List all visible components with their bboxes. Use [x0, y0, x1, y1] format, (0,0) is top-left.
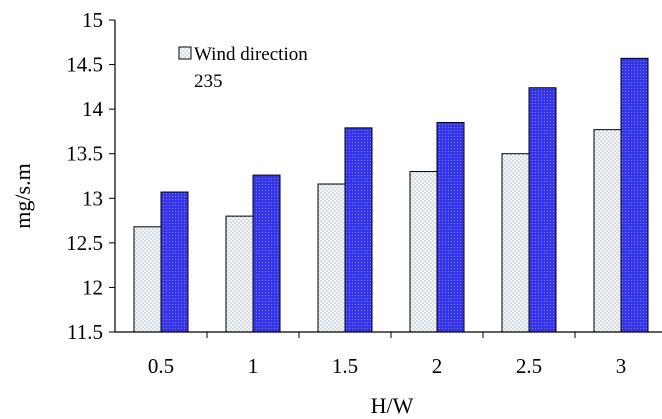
x-tick-label: 1	[248, 354, 259, 378]
x-ticks: 0.5 1 1.5 2 2.5 3	[148, 332, 627, 378]
y-tick-label: 12	[82, 275, 103, 299]
legend-label-line2: 235	[194, 71, 223, 92]
y-axis-label: mg/s.m	[10, 163, 35, 228]
bar-series1-2	[409, 171, 438, 333]
x-axis-label: H/W	[371, 393, 414, 418]
y-tick-label: 13	[82, 186, 103, 210]
legend-label: Wind direction	[194, 44, 308, 65]
y-tick-label: 12.5	[66, 231, 103, 255]
bar-series1-1.5	[317, 183, 346, 333]
x-tick-label: 2	[432, 354, 443, 378]
bar-series2-2.5	[528, 87, 557, 333]
x-tick-label: 2.5	[516, 354, 542, 378]
y-ticks: 11.5 12 12.5 13 13.5 14 14.5 15	[66, 8, 115, 344]
bar-series2-0.5	[160, 191, 189, 333]
y-tick-label: 15	[82, 8, 103, 32]
y-tick-label: 14	[82, 97, 104, 121]
legend-swatch	[178, 46, 192, 60]
bar-series1-2.5	[501, 153, 530, 333]
bar-series2-1	[252, 174, 281, 333]
y-axis-title: mg/s.m	[10, 163, 35, 228]
bar-series1-1	[225, 215, 254, 333]
x-tick-label: 0.5	[148, 354, 174, 378]
bars	[133, 57, 649, 333]
x-tick-label: 1.5	[332, 354, 358, 378]
y-tick-label: 11.5	[67, 320, 103, 344]
y-tick-label: 13.5	[66, 142, 103, 166]
y-tick-label: 14.5	[66, 53, 103, 77]
x-tick-label: 3	[616, 354, 627, 378]
bar-series1-0.5	[133, 226, 162, 333]
bar-series1-3	[593, 129, 622, 333]
bar-series2-2	[436, 122, 465, 333]
bar-series2-1.5	[344, 127, 373, 333]
bar-series2-3	[620, 57, 649, 333]
legend: Wind direction 235	[178, 44, 308, 92]
